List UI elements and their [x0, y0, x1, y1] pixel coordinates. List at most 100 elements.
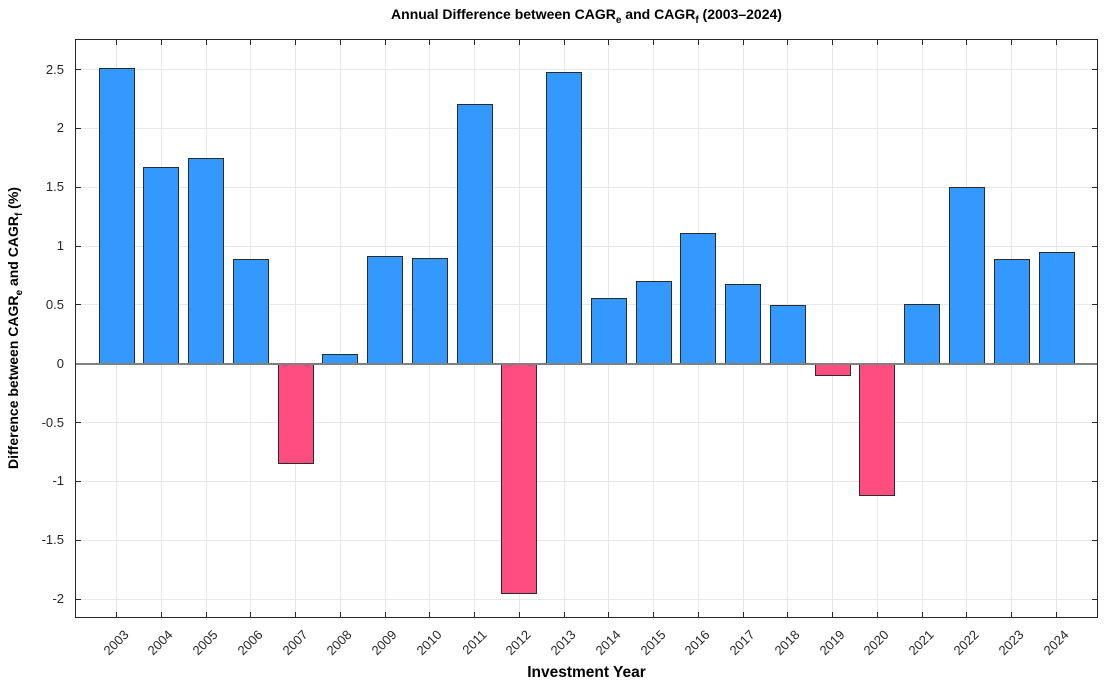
y-axis-label-text: Difference between CAGR — [5, 295, 21, 469]
x-tick-mark-top — [250, 39, 252, 45]
chart-title-subscript-f: f — [695, 15, 699, 26]
y-tick-mark-right — [1092, 186, 1098, 188]
vertical-gridline — [339, 39, 341, 618]
x-tick-mark-bottom — [518, 612, 520, 618]
plot-area — [75, 39, 1098, 618]
y-tick-mark-left — [75, 304, 81, 306]
y-tick-label: 0.5 — [45, 296, 64, 312]
x-tick-mark-bottom — [1056, 612, 1057, 618]
y-tick-mark-right — [1092, 304, 1098, 306]
x-tick-mark-bottom — [653, 612, 655, 618]
x-tick-mark-bottom — [160, 612, 162, 618]
horizontal-gridline — [75, 69, 1098, 71]
x-tick-mark-top — [160, 39, 162, 45]
x-tick-mark-bottom — [832, 612, 834, 618]
bar-2004 — [143, 167, 180, 364]
y-tick-mark-right — [1092, 245, 1098, 247]
x-tick-mark-top — [518, 39, 520, 45]
bar-2022 — [948, 187, 985, 364]
bar-2006 — [232, 259, 269, 364]
x-tick-mark-top — [205, 39, 207, 45]
x-tick-mark-top — [474, 39, 476, 45]
horizontal-gridline — [75, 127, 1098, 129]
x-tick-mark-bottom — [339, 612, 341, 618]
x-tick-mark-top — [921, 39, 923, 45]
y-tick-mark-left — [75, 539, 81, 541]
horizontal-gridline — [75, 422, 1098, 424]
bar-2016 — [680, 233, 717, 364]
bar-2017 — [725, 283, 762, 364]
bar-2023 — [993, 259, 1030, 364]
x-tick-mark-bottom — [876, 612, 878, 618]
vertical-gridline — [518, 39, 520, 618]
y-tick-mark-right — [1092, 127, 1098, 129]
x-tick-mark-top — [787, 39, 789, 45]
x-tick-mark-bottom — [429, 612, 431, 618]
horizontal-gridline — [75, 304, 1098, 306]
bar-2021 — [904, 303, 941, 364]
x-tick-mark-bottom — [1011, 612, 1013, 618]
chart-title: Annual Difference between CAGRe and CAGR… — [75, 6, 1098, 26]
x-tick-mark-top — [608, 39, 610, 45]
y-tick-label: 1 — [56, 238, 64, 254]
bar-2010 — [411, 257, 448, 364]
x-tick-mark-top — [653, 39, 655, 45]
y-tick-mark-left — [75, 245, 81, 247]
bar-2007 — [277, 363, 314, 464]
x-tick-mark-bottom — [697, 612, 699, 618]
horizontal-gridline — [75, 245, 1098, 247]
x-tick-mark-top — [429, 39, 431, 45]
bar-2014 — [590, 297, 627, 364]
x-tick-mark-bottom — [742, 612, 744, 618]
bar-2024 — [1038, 252, 1075, 364]
y-tick-label: -2 — [52, 591, 64, 607]
x-axis-label: Investment Year — [527, 664, 646, 681]
x-tick-mark-top — [697, 39, 699, 45]
x-tick-mark-top — [384, 39, 386, 45]
chart-title-text: Annual Difference between CAGR — [391, 6, 616, 22]
horizontal-gridline — [75, 539, 1098, 541]
x-tick-mark-top — [1011, 39, 1013, 45]
vertical-gridline — [295, 39, 297, 618]
y-axis-label-subscript-f: f — [14, 212, 25, 217]
vertical-gridline — [832, 39, 834, 618]
x-tick-mark-bottom — [787, 612, 789, 618]
bar-2018 — [769, 304, 806, 364]
x-tick-mark-bottom — [474, 612, 476, 618]
x-tick-mark-top — [966, 39, 968, 45]
x-tick-mark-bottom — [966, 612, 968, 618]
y-tick-mark-left — [75, 127, 81, 129]
y-tick-mark-left — [75, 69, 81, 71]
y-tick-label: 0 — [56, 355, 64, 371]
y-tick-mark-right — [1092, 69, 1098, 71]
vertical-gridline — [876, 39, 878, 618]
chart-title-text: and CAGR — [621, 6, 696, 22]
chart-title-subscript-e: e — [615, 15, 622, 26]
x-tick-mark-bottom — [384, 612, 386, 618]
y-tick-mark-left — [75, 598, 81, 600]
y-tick-mark-right — [1092, 598, 1098, 600]
bar-2019 — [814, 363, 851, 376]
x-tick-mark-bottom — [116, 612, 117, 618]
y-tick-label: -1.5 — [41, 532, 64, 548]
axes-frame — [75, 39, 1098, 618]
bar-2003 — [98, 68, 135, 364]
y-tick-mark-left — [75, 480, 81, 482]
x-tick-mark-top — [832, 39, 834, 45]
bar-2009 — [367, 255, 404, 364]
y-tick-mark-right — [1092, 539, 1098, 541]
horizontal-gridline — [75, 186, 1098, 188]
bar-2015 — [635, 281, 672, 364]
bar-2020 — [859, 363, 896, 496]
x-tick-mark-top — [295, 39, 297, 45]
x-tick-mark-bottom — [250, 612, 252, 618]
x-tick-mark-bottom — [608, 612, 610, 618]
x-tick-mark-top — [116, 39, 117, 45]
x-tick-mark-top — [563, 39, 565, 45]
y-tick-label: 2 — [56, 120, 64, 136]
y-axis-label-subscript-e: e — [14, 289, 25, 296]
x-tick-mark-bottom — [921, 612, 923, 618]
bar-2011 — [456, 103, 493, 364]
y-tick-mark-right — [1092, 480, 1098, 482]
